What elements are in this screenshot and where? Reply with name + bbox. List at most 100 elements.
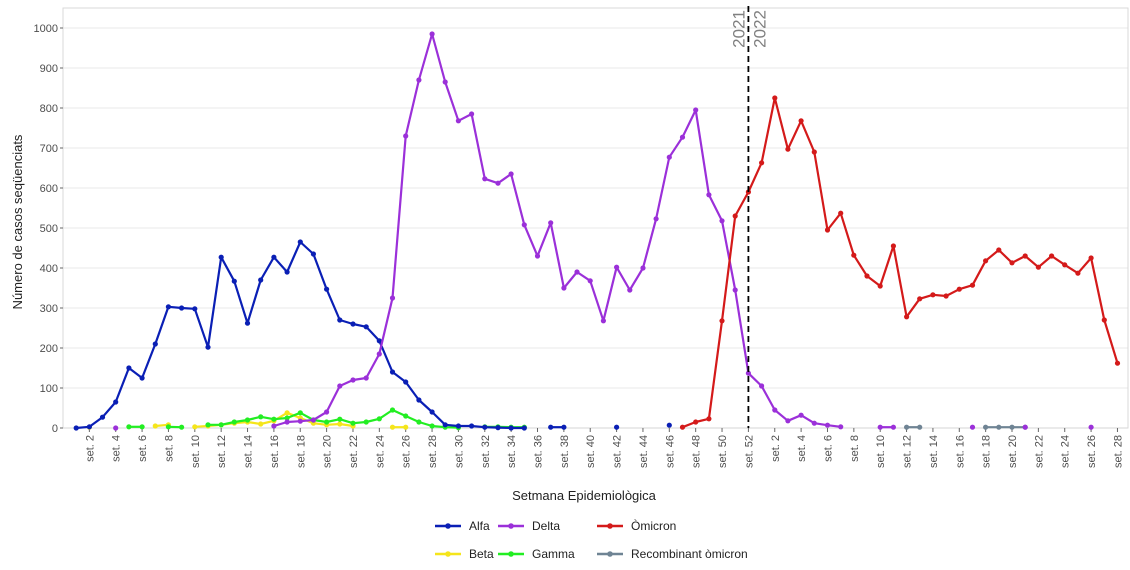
data-point <box>244 417 251 423</box>
data-point <box>284 269 290 275</box>
data-point <box>403 379 409 385</box>
y-axis-title: Número de casos seqüenciats <box>10 134 25 309</box>
data-point <box>719 218 725 224</box>
data-point <box>271 416 277 422</box>
data-point <box>403 424 409 430</box>
data-point <box>1022 424 1028 430</box>
data-point <box>416 77 422 83</box>
data-point <box>139 424 145 430</box>
data-point <box>824 422 831 428</box>
x-tick-label: set. 12 <box>902 435 914 468</box>
x-tick-label: set. 10 <box>875 435 887 468</box>
data-point <box>759 160 765 166</box>
data-point <box>86 424 92 430</box>
data-point <box>244 320 251 326</box>
legend-item: Recombinant òmicron <box>597 547 748 561</box>
series-micron <box>679 95 1121 430</box>
data-point <box>996 424 1002 430</box>
data-point <box>165 424 171 430</box>
data-point <box>653 216 659 222</box>
data-point <box>877 424 883 430</box>
data-point <box>627 287 633 293</box>
legend-item: Gamma <box>498 547 575 561</box>
legend-marker <box>508 551 514 557</box>
data-point <box>363 419 369 425</box>
data-point <box>284 410 290 416</box>
legend-item: Alfa <box>435 519 490 533</box>
data-point <box>495 180 501 186</box>
data-point <box>877 283 883 289</box>
data-point <box>1049 253 1055 259</box>
data-point <box>376 351 382 357</box>
x-tick-label: set. 20 <box>1007 435 1019 468</box>
data-point <box>165 304 171 310</box>
data-point <box>192 306 198 312</box>
data-point <box>904 424 910 430</box>
data-point <box>508 171 514 177</box>
data-point <box>363 324 369 330</box>
legend-item: Beta <box>435 547 494 561</box>
data-point <box>943 293 949 299</box>
legend-marker <box>508 523 514 529</box>
data-point <box>337 317 343 323</box>
data-point <box>429 423 435 429</box>
x-tick-label: set. 2 <box>770 435 782 462</box>
data-point <box>693 419 699 425</box>
x-tick-label: set. 14 <box>243 435 255 468</box>
x-tick-label: set. 12 <box>216 435 228 468</box>
data-point <box>640 265 646 271</box>
data-point <box>192 424 198 430</box>
series-line <box>76 240 525 430</box>
data-point <box>324 286 330 292</box>
y-tick-label: 700 <box>40 143 58 155</box>
x-tick-label: set. 14 <box>928 435 940 468</box>
legend-marker <box>607 523 613 529</box>
data-point <box>297 418 303 424</box>
data-point <box>1035 264 1041 270</box>
data-point <box>917 296 923 302</box>
data-point <box>508 425 514 431</box>
x-tick-label: set. 46 <box>664 435 676 468</box>
data-point <box>1022 253 1028 259</box>
data-point <box>113 399 119 405</box>
data-point <box>258 414 264 420</box>
data-point <box>890 243 897 249</box>
data-point <box>693 107 699 113</box>
data-point <box>205 344 211 350</box>
data-point <box>864 273 870 279</box>
x-tick-label: set. 52 <box>743 435 755 468</box>
data-point <box>350 420 356 426</box>
data-point <box>152 341 158 347</box>
data-point <box>99 414 106 420</box>
data-point <box>389 295 396 301</box>
data-point <box>389 424 396 430</box>
data-point <box>297 239 303 245</box>
x-tick-label: set. 44 <box>638 435 650 468</box>
x-tick-label: set. 18 <box>295 435 307 468</box>
x-tick-label: set. 24 <box>1060 435 1072 468</box>
y-tick-label: 800 <box>40 103 58 115</box>
y-tick-label: 0 <box>52 423 58 435</box>
data-point <box>614 264 620 270</box>
data-point <box>1009 424 1015 430</box>
data-point <box>521 425 527 431</box>
legend-label: Delta <box>532 519 560 533</box>
data-point <box>297 410 303 416</box>
x-tick-label: set. 4 <box>796 435 808 462</box>
year-label-left: 2021 <box>729 10 748 48</box>
data-point <box>389 369 396 375</box>
data-point <box>126 365 132 371</box>
data-point <box>231 278 237 284</box>
y-tick-label: 900 <box>40 63 58 75</box>
x-tick-label: set. 6 <box>822 435 834 462</box>
series-line <box>273 32 841 428</box>
data-point <box>429 409 435 415</box>
data-point <box>416 419 422 425</box>
legend-label: Beta <box>469 547 494 561</box>
data-point <box>139 375 145 381</box>
data-point <box>996 247 1002 253</box>
data-point <box>113 425 119 431</box>
series-line <box>682 96 1119 429</box>
x-tick-label: set. 16 <box>269 435 281 468</box>
